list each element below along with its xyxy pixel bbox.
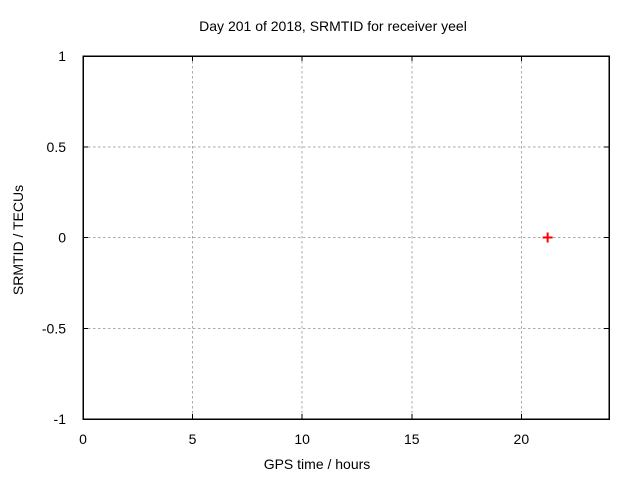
y-axis-label: SRMTID / TECUs (10, 184, 26, 296)
x-tick-label: 15 (404, 431, 420, 447)
y-tick-label: -0.5 (42, 320, 66, 336)
plot-border (82, 55, 610, 420)
y-tick-label: 1 (58, 48, 66, 64)
x-tick-label: 0 (79, 431, 87, 447)
x-tick-label: 20 (514, 431, 530, 447)
y-tick-label: 0.5 (47, 139, 67, 155)
x-tick-label: 10 (294, 431, 310, 447)
y-tick-label: -1 (54, 411, 67, 427)
x-axis-label: GPS time / hours (263, 456, 371, 472)
chart-title: Day 201 of 2018, SRMTID for receiver yee… (199, 18, 467, 34)
x-tick-label: 5 (189, 431, 197, 447)
y-tick-label: 0 (58, 230, 66, 246)
